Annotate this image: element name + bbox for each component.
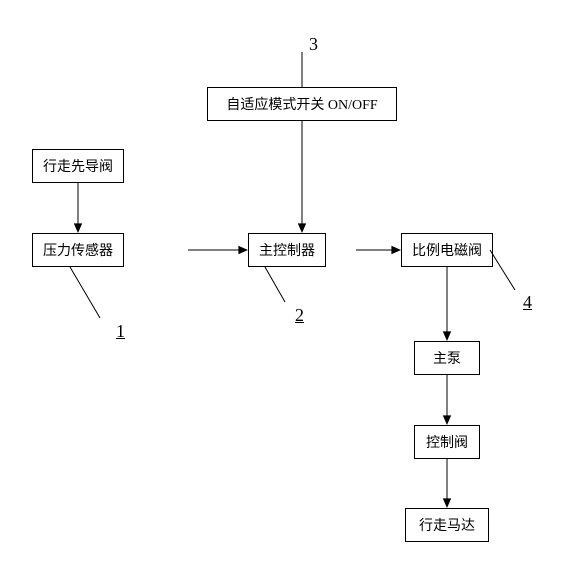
node-travel-motor: 行走马达	[405, 508, 489, 542]
label-text: 1	[116, 321, 125, 341]
node-label: 行走马达	[419, 515, 475, 535]
node-label: 主泵	[433, 348, 461, 368]
label-1: 1	[116, 321, 125, 342]
node-label: 行走先导阀	[43, 156, 113, 176]
node-proportional-solenoid-valve: 比例电磁阀	[401, 233, 493, 267]
node-label: 控制阀	[426, 432, 468, 452]
label-text: 2	[295, 305, 304, 325]
node-main-controller: 主控制器	[248, 233, 326, 267]
node-label: 比例电磁阀	[412, 240, 482, 260]
label-3: 3	[309, 34, 318, 55]
node-pressure-sensor: 压力传感器	[32, 233, 124, 267]
node-adaptive-mode-switch: 自适应模式开关 ON/OFF	[207, 87, 397, 121]
node-pilot-valve: 行走先导阀	[32, 149, 124, 183]
label-text: 4	[523, 292, 532, 312]
node-label: 压力传感器	[43, 240, 113, 260]
node-control-valve: 控制阀	[414, 425, 480, 459]
label-2: 2	[295, 305, 304, 326]
node-main-pump: 主泵	[414, 341, 480, 375]
node-label: 自适应模式开关 ON/OFF	[226, 94, 377, 114]
label-4: 4	[523, 292, 532, 313]
label-text: 3	[309, 34, 318, 54]
node-label: 主控制器	[259, 240, 315, 260]
